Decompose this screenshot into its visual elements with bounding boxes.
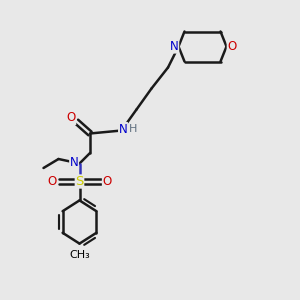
Text: O: O (67, 111, 76, 124)
Text: N: N (70, 156, 79, 169)
Text: CH₃: CH₃ (69, 250, 90, 260)
Text: H: H (129, 124, 137, 134)
Text: O: O (103, 175, 112, 188)
Text: O: O (47, 175, 56, 188)
Text: N: N (118, 122, 127, 136)
Text: O: O (227, 40, 236, 53)
Text: S: S (75, 175, 84, 188)
Text: N: N (170, 40, 179, 53)
